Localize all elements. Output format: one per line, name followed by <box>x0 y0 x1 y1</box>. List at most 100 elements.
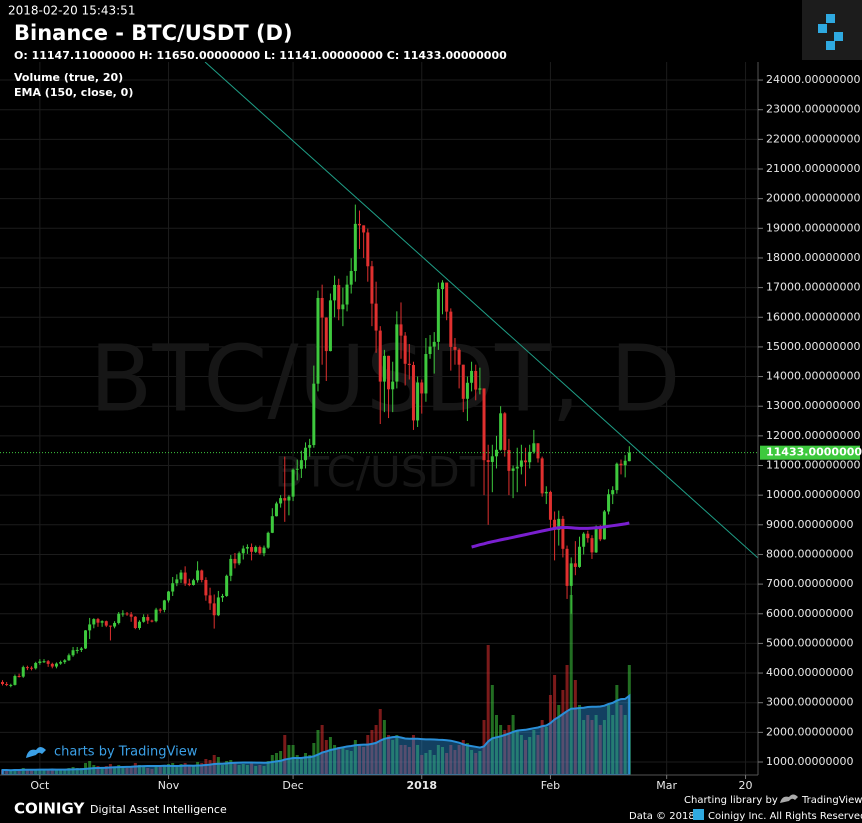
volume-bar <box>328 737 332 775</box>
brand: COINIGY <box>14 800 85 818</box>
candle-body <box>59 662 63 664</box>
volume-bar <box>225 761 229 775</box>
candle-body <box>407 363 411 365</box>
y-tick-label: 10000.00000000 <box>766 488 860 501</box>
candle-body <box>34 662 38 669</box>
volume-bar <box>536 735 540 775</box>
candle-body <box>216 597 220 616</box>
candle-body <box>167 591 171 601</box>
volume-bar <box>478 751 482 775</box>
y-tick-label: 14000.00000000 <box>766 370 860 383</box>
candle-body <box>196 570 200 581</box>
candle-body <box>104 621 108 626</box>
volume-bar <box>569 595 573 775</box>
x-tick-label: Mar <box>656 779 677 792</box>
volume-bar <box>573 680 577 775</box>
candle-body <box>333 284 337 301</box>
candle-body <box>349 271 353 285</box>
candle-body <box>478 388 482 390</box>
volume-bar <box>38 769 42 775</box>
candle-body <box>100 621 104 623</box>
ohlc-header: O: 11147.11000000 H: 11650.00000000 L: 1… <box>14 49 507 62</box>
title: Binance - BTC/USDT (D) <box>14 21 293 45</box>
candle-body <box>212 603 216 616</box>
volume-bar <box>345 750 349 775</box>
volume-bar <box>449 745 453 775</box>
volume-bar <box>183 763 187 775</box>
volume-bar <box>619 705 623 775</box>
volume-bar <box>611 715 615 775</box>
candle-body <box>428 346 432 355</box>
volume-bar <box>474 753 478 775</box>
candle-body <box>403 335 407 364</box>
last-price-label: 11433.00000000 <box>766 446 862 459</box>
volume-bar <box>283 735 287 775</box>
candle-body <box>416 382 420 421</box>
volume-bar <box>578 705 582 775</box>
volume-bar <box>557 705 561 775</box>
y-tick-label: 20000.00000000 <box>766 192 860 205</box>
candle-body <box>532 443 536 452</box>
candle-body <box>328 300 332 352</box>
candle-body <box>158 609 162 611</box>
volume-bar <box>503 730 507 775</box>
volume-bar <box>428 750 432 775</box>
volume-bar <box>312 743 316 775</box>
candle-body <box>515 466 519 469</box>
y-tick-label: 9000.00000000 <box>766 518 853 531</box>
candle-body <box>357 223 361 226</box>
candle-body <box>279 498 283 504</box>
volume-bar <box>304 753 308 775</box>
candle-body <box>594 528 598 553</box>
volume-bar <box>216 757 220 775</box>
volume-bar <box>233 763 237 775</box>
volume-bar <box>511 715 515 775</box>
candle-body <box>250 547 254 552</box>
candle-body <box>0 681 4 685</box>
volume-bar <box>387 735 391 775</box>
volume-bar <box>5 770 9 775</box>
candle-body <box>88 624 92 631</box>
candle-body <box>399 324 403 336</box>
volume-bar <box>532 730 536 775</box>
candle-body <box>374 303 378 331</box>
volume-bar <box>208 760 212 775</box>
candle-body <box>121 613 125 615</box>
volume-bar <box>607 705 611 775</box>
volume-bar <box>299 757 303 775</box>
volume-bar <box>171 763 175 775</box>
y-tick-label: 7000.00000000 <box>766 577 853 590</box>
volume-bar <box>104 766 108 775</box>
volume-bar <box>191 766 195 775</box>
volume-bar <box>25 770 29 775</box>
candle-body <box>370 266 374 304</box>
candle-body <box>615 463 619 491</box>
candle-body <box>283 498 287 501</box>
candle-body <box>133 616 137 628</box>
candle-body <box>619 463 623 466</box>
tv-icon <box>780 794 798 803</box>
candle-body <box>503 413 507 451</box>
candle-body <box>511 468 515 471</box>
volume-bar <box>117 765 121 775</box>
ema-line <box>471 521 630 549</box>
volume-bar <box>524 740 528 775</box>
coinigy-logo <box>802 0 862 60</box>
indicator-label: EMA (150, close, 0) <box>14 86 133 99</box>
volume-bar <box>54 770 58 775</box>
volume-bar <box>424 753 428 775</box>
volume-bar <box>507 725 511 775</box>
volume-bar <box>494 715 498 775</box>
volume-bar <box>602 720 606 775</box>
candle-body <box>96 619 100 623</box>
volume-bar <box>100 767 104 775</box>
candle-body <box>345 284 349 305</box>
candle-body <box>42 661 46 663</box>
candle-body <box>519 460 523 467</box>
volume-bar <box>470 750 474 775</box>
candle-body <box>266 532 270 548</box>
volume-bar <box>403 745 407 775</box>
volume-bar <box>416 745 420 775</box>
candle-body <box>9 684 13 686</box>
volume-bar <box>79 768 83 775</box>
